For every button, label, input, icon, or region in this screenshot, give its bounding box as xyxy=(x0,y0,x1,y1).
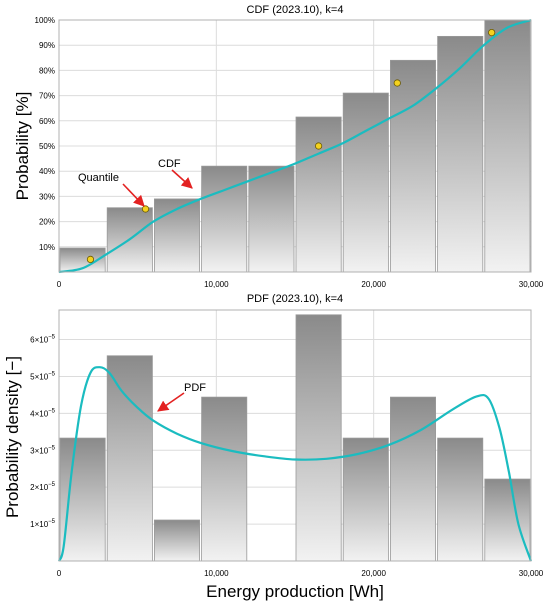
cdf-y-tick-label-8: 80% xyxy=(39,66,55,75)
quantile-point-5 xyxy=(488,28,496,37)
cdf-x-tick-label-2: 10,000 xyxy=(204,280,229,289)
pdf-x-tick-label-1: 0 xyxy=(57,569,62,578)
cdf-quantile-points xyxy=(86,28,496,263)
pdf-y-tick-exponent: −5 xyxy=(48,408,56,414)
pdf-annotation-arrow xyxy=(157,392,185,412)
pdf-bar-6 xyxy=(295,314,342,562)
pdf-y-tick-base: 3×10 xyxy=(30,446,49,455)
cdf-bar-9 xyxy=(437,35,484,273)
pdf-bar-2 xyxy=(106,355,153,562)
pdf-bar-7 xyxy=(342,437,389,562)
quantile-point-4 xyxy=(393,79,401,87)
pdf-y-tick-base: 6×10 xyxy=(30,336,49,345)
pdf-y-tick-exponent: −5 xyxy=(48,335,56,341)
quantile-point-1 xyxy=(86,255,95,263)
pdf-y-tick-label-6: 6×10−5 xyxy=(30,335,56,345)
cdf-y-tick-labels: 10% 20% 30% 40% 50% 60% 70% 80% 90% 100% xyxy=(35,16,55,252)
pdf-y-tick-base: 1×10 xyxy=(30,520,49,529)
cdf-bar-5 xyxy=(248,165,295,273)
quantile-annotation: Quantile xyxy=(78,172,119,184)
cdf-y-tick-label-9: 90% xyxy=(39,41,55,50)
pdf-x-tick-labels: 0 10,000 20,000 30,000 xyxy=(57,569,544,578)
cdf-y-tick-label-2: 20% xyxy=(39,218,55,227)
cdf-chart-title: CDF (2023.10), k=4 xyxy=(247,4,344,16)
pdf-y-tick-exponent: −5 xyxy=(48,519,56,525)
cdf-bar-4 xyxy=(201,165,248,273)
pdf-y-tick-label-1: 1×10−5 xyxy=(30,519,56,529)
pdf-y-tick-base: 2×10 xyxy=(30,483,49,492)
pdf-y-tick-exponent: −5 xyxy=(48,371,56,377)
cdf-x-tick-label-4: 30,000 xyxy=(519,280,544,289)
cdf-bar-3 xyxy=(153,198,200,273)
cdf-bar-10 xyxy=(484,19,531,273)
pdf-bar-8 xyxy=(389,396,436,562)
cdf-curve xyxy=(58,18,532,274)
pdf-y-axis-title: Probability density [−] xyxy=(3,356,22,518)
pdf-y-tick-exponent: −5 xyxy=(48,445,56,451)
cdf-chart: CDF (2023.10), k=4 Probability [%] 10% 20… xyxy=(13,4,544,289)
cdf-y-tick-label-7: 70% xyxy=(39,92,55,101)
cdf-bar-8 xyxy=(389,59,436,273)
pdf-annotation: PDF xyxy=(184,382,206,394)
cdf-annotation: CDF xyxy=(158,158,181,170)
cdf-plot-frame xyxy=(58,19,532,273)
cdf-y-tick-label-3: 30% xyxy=(39,192,55,201)
pdf-y-tick-exponent: −5 xyxy=(48,482,56,488)
quantile-point-3 xyxy=(314,142,323,150)
cdf-bar-6 xyxy=(295,116,342,273)
pdf-y-tick-label-4: 4×10−5 xyxy=(30,408,56,418)
cdf-annotation-arrow xyxy=(171,169,193,189)
quantile-annotation-arrow xyxy=(122,183,145,207)
pdf-bar-9 xyxy=(437,437,484,562)
cdf-y-tick-label-4: 40% xyxy=(39,167,55,176)
cdf-x-tick-labels: 0 10,000 20,000 30,000 xyxy=(57,280,544,289)
cdf-y-tick-label-5: 50% xyxy=(39,142,55,151)
cdf-y-tick-label-1: 10% xyxy=(39,243,55,252)
pdf-y-tick-base: 5×10 xyxy=(30,372,49,381)
pdf-plot-frame xyxy=(58,309,532,562)
cdf-x-tick-label-1: 0 xyxy=(57,280,62,289)
pdf-bar-10 xyxy=(484,478,531,562)
pdf-y-tick-labels: 1×10−52×10−53×10−54×10−55×10−56×10−5 xyxy=(30,335,56,530)
pdf-bar-4 xyxy=(201,396,248,562)
pdf-y-tick-label-2: 2×10−5 xyxy=(30,482,56,492)
cdf-bar-7 xyxy=(342,92,389,273)
cdf-y-axis-title: Probability [%] xyxy=(13,92,32,201)
pdf-chart: PDF (2023.10), k=4 Probability density [… xyxy=(3,293,544,601)
pdf-curve xyxy=(57,366,533,562)
pdf-x-tick-label-2: 10,000 xyxy=(204,569,229,578)
cdf-x-tick-label-3: 20,000 xyxy=(361,280,386,289)
pdf-bar-1 xyxy=(59,437,106,562)
x-axis-title: Energy production [Wh] xyxy=(206,582,384,601)
pdf-bars xyxy=(59,314,531,562)
pdf-chart-title: PDF (2023.10), k=4 xyxy=(247,293,343,305)
pdf-x-tick-label-3: 20,000 xyxy=(361,569,386,578)
cdf-y-tick-label-10: 100% xyxy=(35,16,55,25)
pdf-bar-3 xyxy=(153,519,200,562)
pdf-y-tick-label-3: 3×10−5 xyxy=(30,445,56,455)
cdf-y-tick-label-6: 60% xyxy=(39,117,55,126)
pdf-x-tick-label-4: 30,000 xyxy=(519,569,544,578)
pdf-y-tick-base: 4×10 xyxy=(30,409,49,418)
quantile-point-2 xyxy=(141,205,150,213)
pdf-y-tick-label-5: 5×10−5 xyxy=(30,371,56,381)
